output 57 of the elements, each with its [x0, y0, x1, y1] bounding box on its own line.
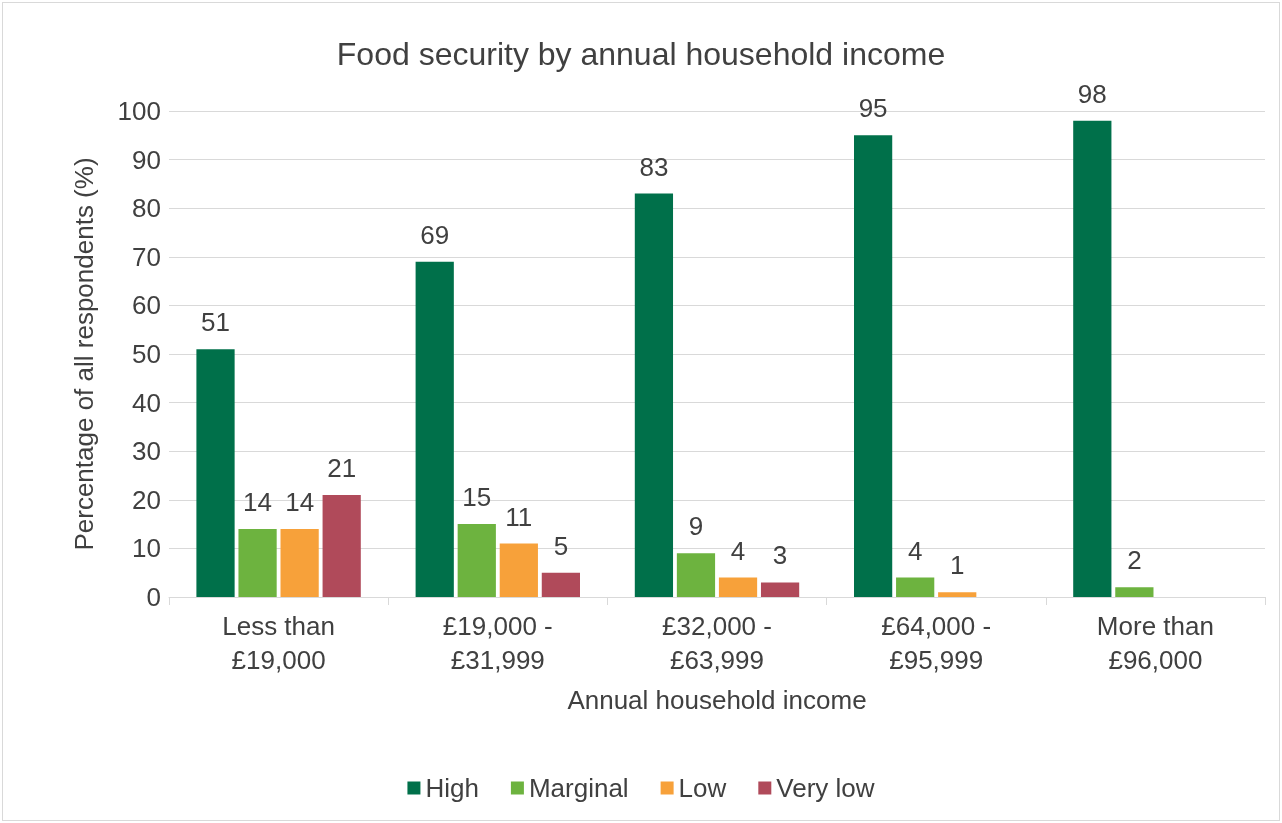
- bar: [322, 494, 361, 597]
- bar: [1115, 587, 1154, 597]
- bar: [676, 553, 716, 597]
- x-tick-label: Less than £19,000: [222, 611, 335, 675]
- bar: [854, 135, 893, 597]
- data-label: 9: [688, 511, 704, 542]
- chart-title: Food security by annual household income: [336, 36, 946, 72]
- bar: [896, 577, 935, 597]
- bar: [634, 193, 674, 597]
- data-label: 15: [462, 482, 492, 513]
- bar: [415, 261, 454, 597]
- data-label: 5: [553, 530, 569, 561]
- x-tick-label: £64,000 - £95,999: [881, 611, 992, 675]
- x-tick-label: £32,000 - £63,999: [662, 611, 772, 675]
- y-tick-label: 0: [146, 582, 161, 612]
- x-tick-label: £19,000 - £31,999: [442, 611, 553, 675]
- legend-label: Very low: [776, 773, 875, 803]
- y-axis-title: Percentage of all respondents (%): [69, 157, 99, 551]
- bar: [196, 349, 235, 597]
- data-label: 83: [639, 151, 669, 182]
- bar: [718, 577, 758, 597]
- y-tick-label: 10: [132, 533, 161, 564]
- data-label: 51: [201, 307, 230, 338]
- bar: [280, 528, 319, 597]
- data-label: 14: [285, 486, 315, 517]
- data-label: 4: [907, 535, 923, 566]
- data-label: 11: [505, 501, 533, 532]
- bar: [760, 582, 800, 597]
- y-tick-label: 90: [132, 144, 161, 175]
- y-tick-label: 60: [132, 290, 161, 321]
- data-label: 4: [730, 535, 746, 566]
- data-label: 2: [1127, 545, 1142, 576]
- bar: [238, 528, 277, 597]
- legend-label: Low: [678, 773, 727, 803]
- data-label: 98: [1077, 78, 1107, 109]
- bar: [457, 524, 496, 597]
- data-label: 69: [420, 219, 450, 250]
- y-tick-label: 50: [132, 339, 161, 369]
- y-tick-label: 40: [132, 387, 161, 418]
- bar: [1073, 120, 1112, 597]
- y-tick-label: 80: [132, 193, 161, 224]
- data-label: 21: [327, 452, 357, 483]
- data-label: 14: [243, 486, 273, 517]
- x-axis-title: Annual household income: [567, 685, 867, 715]
- y-tick-label: 20: [132, 484, 161, 515]
- data-label: 1: [949, 550, 965, 581]
- bar: [938, 592, 977, 597]
- legend-label: High: [425, 773, 479, 803]
- data-label: 95: [858, 93, 888, 124]
- y-tick-label: 70: [132, 241, 161, 272]
- data-label: 3: [772, 540, 788, 571]
- y-tick-label: 100: [117, 96, 161, 126]
- bar: [499, 543, 538, 597]
- legend-label: Marginal: [528, 773, 629, 803]
- x-tick-label: More than £96,000: [1096, 611, 1214, 675]
- bar: [541, 572, 580, 597]
- y-tick-label: 30: [132, 436, 161, 467]
